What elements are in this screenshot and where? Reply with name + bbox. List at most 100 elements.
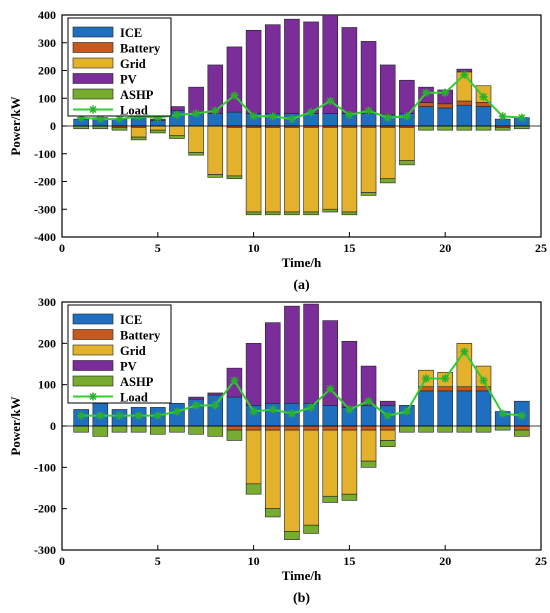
legend-label-grid: Grid	[120, 57, 146, 71]
bar-battery	[418, 102, 434, 107]
bar-grid	[475, 365, 492, 388]
bar-ashp	[226, 175, 243, 180]
bar-ashp	[264, 508, 281, 518]
load-marker	[345, 405, 354, 414]
legend-swatch-ice	[72, 26, 114, 38]
bar-battery	[322, 425, 339, 431]
y-tick-label: 100	[38, 91, 56, 105]
bar-ashp	[245, 483, 262, 495]
bar-ashp	[399, 425, 415, 433]
legend-swatch-ashp	[72, 375, 114, 387]
bar-grid	[150, 125, 166, 131]
y-tick-label: -200	[34, 175, 56, 189]
y-axis-label: Power/kW	[8, 96, 23, 155]
load-marker	[230, 91, 239, 100]
legend-swatch-pv	[72, 73, 114, 84]
x-tick-label: 15	[343, 241, 355, 255]
bar-grid	[130, 127, 147, 138]
y-tick-label: -400	[34, 230, 56, 244]
load-marker	[115, 411, 124, 420]
bar-grid	[360, 429, 377, 462]
bar-ashp	[494, 127, 511, 131]
bar-ashp	[226, 429, 243, 441]
bar-ashp	[322, 208, 339, 213]
y-tick-label: -300	[34, 543, 56, 557]
load-marker	[460, 70, 469, 79]
bar-ice	[360, 405, 377, 427]
y-tick-label: -200	[34, 502, 56, 516]
bar-ashp	[303, 211, 319, 216]
bar-ice	[360, 113, 377, 127]
legend-label-ashp: ASHP	[120, 88, 154, 102]
load-marker	[517, 113, 526, 122]
legend-label-load: Load	[120, 104, 148, 118]
bar-ashp	[73, 125, 89, 130]
load-marker	[441, 374, 450, 383]
bar-ashp	[130, 425, 147, 433]
bar-ashp	[475, 425, 492, 433]
load-marker	[364, 106, 373, 115]
bar-ashp	[399, 160, 415, 166]
bar-ashp	[188, 425, 204, 435]
bar-pv	[264, 322, 281, 404]
legend-label-load: Load	[120, 391, 148, 405]
load-marker	[402, 407, 411, 416]
y-tick-label: 300	[38, 295, 56, 309]
bar-pv	[284, 305, 300, 404]
bar-pv	[303, 303, 319, 404]
bar-pv	[245, 343, 262, 406]
bar-ashp	[456, 425, 473, 433]
legend-label-pv: PV	[120, 73, 137, 87]
load-marker	[517, 411, 526, 420]
bar-ashp	[360, 192, 377, 196]
bar-ashp	[111, 425, 128, 433]
load-marker	[287, 409, 296, 418]
x-tick-label: 5	[155, 554, 161, 568]
load-marker	[77, 411, 86, 420]
y-tick-label: 0	[50, 419, 56, 433]
legend-label-battery: Battery	[120, 329, 161, 343]
load-marker	[383, 411, 392, 420]
load-marker	[441, 88, 450, 97]
bar-grid	[245, 429, 262, 485]
bars	[73, 303, 530, 540]
bar-grid	[379, 429, 396, 441]
bar-ice	[475, 106, 492, 127]
legend-swatch-ashp	[72, 88, 114, 100]
load-marker	[383, 113, 392, 122]
y-tick-label: 400	[38, 8, 56, 22]
load-marker	[172, 407, 181, 416]
bar-ashp	[456, 125, 473, 131]
bar-ashp	[475, 125, 492, 131]
bar-ice	[418, 390, 434, 427]
x-tick-label: 20	[439, 554, 451, 568]
legend-swatch-grid	[72, 344, 114, 356]
legend-swatch-ice	[72, 313, 114, 325]
load-marker	[460, 347, 469, 356]
x-axis-label: Time/h	[282, 568, 322, 583]
bar-battery	[226, 425, 243, 431]
bar-pv	[188, 396, 204, 400]
bar-ashp	[150, 129, 166, 134]
bar-ashp	[494, 425, 511, 431]
y-tick-label: 0	[50, 119, 56, 133]
load-marker	[153, 411, 162, 420]
bar-ashp	[264, 211, 281, 216]
y-tick-label: 200	[38, 64, 56, 78]
bar-battery	[284, 425, 300, 431]
legend-swatch-battery	[72, 42, 114, 53]
bar-ashp	[418, 125, 434, 131]
x-tick-label: 0	[59, 554, 65, 568]
bar-ashp	[418, 425, 434, 433]
x-tick-label: 10	[248, 554, 260, 568]
bar-pv	[341, 27, 358, 114]
bar-ashp	[379, 440, 396, 447]
bar-ashp	[379, 178, 396, 184]
bar-ashp	[92, 425, 109, 437]
bar-battery	[437, 386, 453, 392]
bar-grid	[264, 429, 281, 509]
bar-ashp	[188, 152, 204, 156]
load-marker	[479, 376, 488, 385]
bar-ashp	[341, 493, 358, 501]
bar-ashp	[341, 211, 358, 216]
